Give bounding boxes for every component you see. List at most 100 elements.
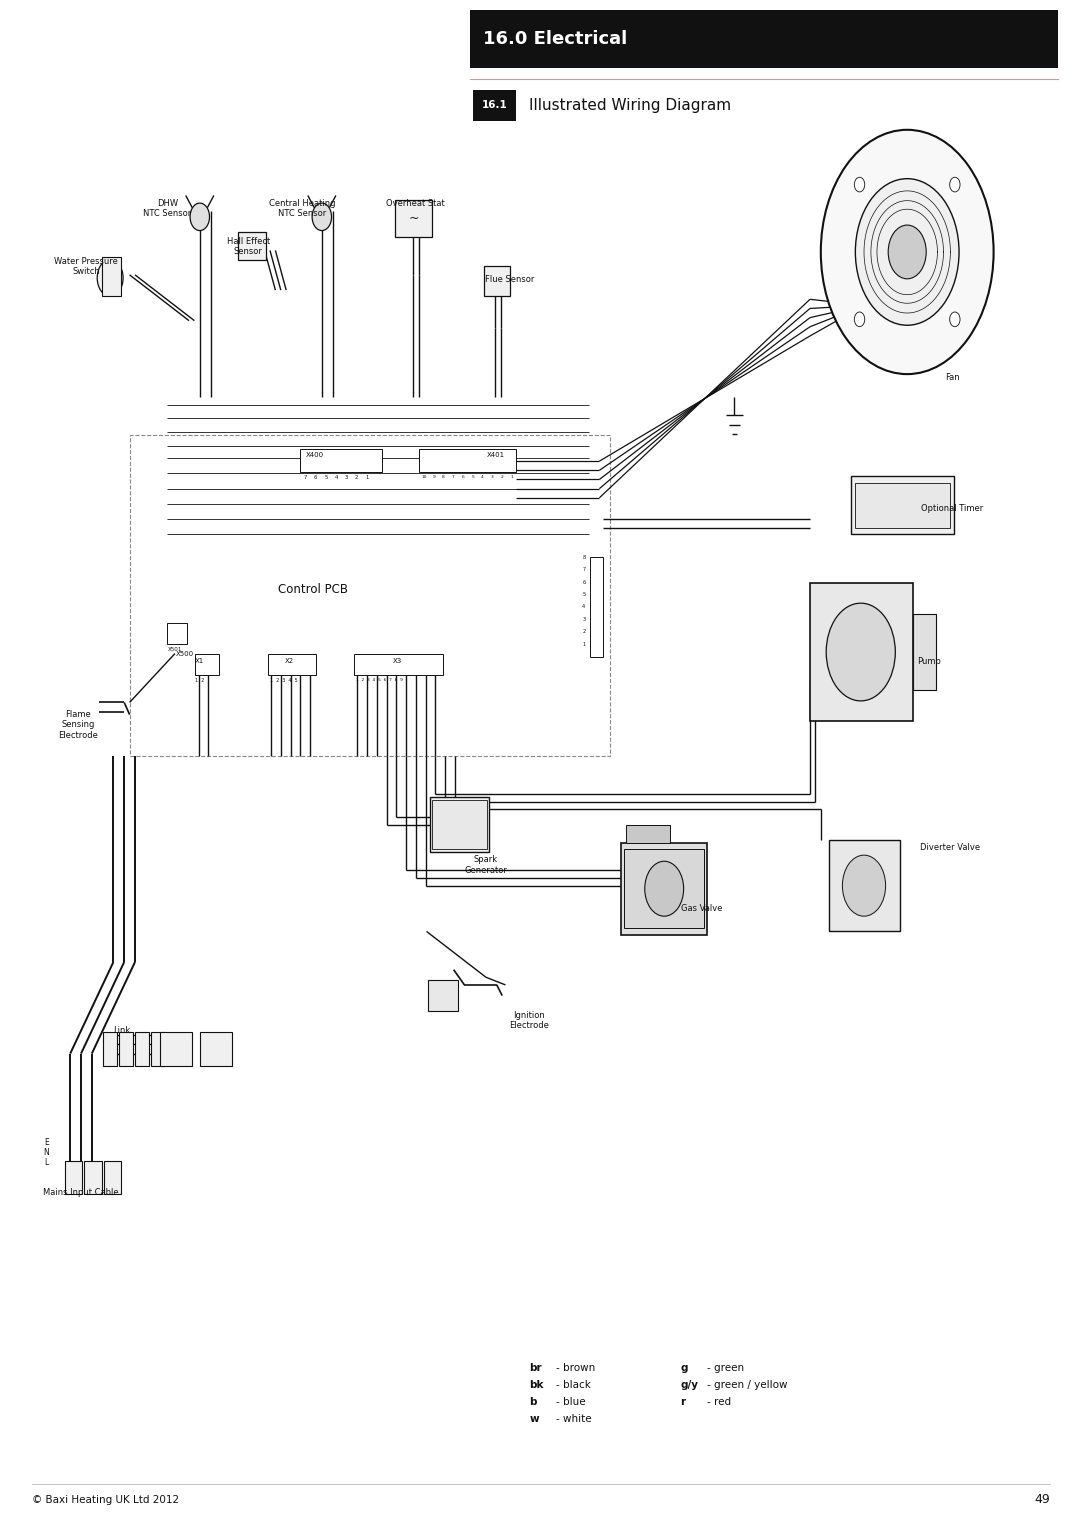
Text: DHW
NTC Sensor: DHW NTC Sensor [144,199,191,218]
Text: 4: 4 [582,605,585,609]
Text: Gas Valve: Gas Valve [681,904,723,913]
Text: E
N
L: E N L [43,1138,50,1168]
Bar [470,9,1058,67]
Bar [354,654,443,675]
Text: - blue: - blue [556,1397,585,1406]
Text: 1: 1 [365,475,368,479]
Bar [419,449,516,472]
Text: 5: 5 [324,475,327,479]
Text: ~: ~ [408,212,419,224]
Bar [913,614,936,690]
Text: 6: 6 [314,475,318,479]
Text: 4: 4 [335,475,338,479]
Circle shape [855,179,959,325]
Bar [300,449,382,472]
Text: 5: 5 [471,475,474,479]
Text: X2: X2 [285,658,294,664]
Bar [829,840,900,931]
Bar [102,257,121,296]
Circle shape [842,855,886,916]
Text: Central Heating
NTC Sensor: Central Heating NTC Sensor [269,199,336,218]
Circle shape [97,260,123,296]
Bar [624,849,704,928]
Bar [104,1161,121,1194]
Circle shape [854,312,865,327]
Text: 7: 7 [451,475,455,479]
Text: Optional Timer: Optional Timer [921,504,984,513]
Bar [484,266,510,296]
Bar [195,654,219,675]
Text: - brown: - brown [556,1364,595,1373]
Text: 7: 7 [303,475,307,479]
Bar [268,654,316,675]
Bar [851,476,954,534]
Text: 1: 1 [582,641,585,647]
Circle shape [190,203,210,231]
Text: X401: X401 [487,452,505,458]
Text: 5: 5 [582,592,585,597]
Bar [200,1032,232,1066]
Text: - green: - green [707,1364,744,1373]
Bar [167,623,187,644]
Text: 2: 2 [355,475,359,479]
Text: X1: X1 [195,658,204,664]
Text: bk: bk [529,1380,543,1390]
Text: 7: 7 [582,567,585,573]
Text: 49: 49 [1034,1493,1050,1506]
Bar [855,483,950,528]
Bar [626,825,670,843]
Text: 8: 8 [442,475,445,479]
Bar [432,800,487,849]
Text: 1: 1 [510,475,513,479]
Bar [151,1032,165,1066]
Text: 1  2: 1 2 [195,678,204,683]
Circle shape [854,177,865,192]
Text: X501: X501 [167,647,181,652]
Text: - white: - white [556,1414,592,1423]
Text: Flue Sensor: Flue Sensor [485,275,535,284]
Text: 10: 10 [421,475,427,479]
Bar [810,583,913,721]
Text: - red: - red [707,1397,731,1406]
Text: Overheat Stat: Overheat Stat [387,199,445,208]
Text: 6: 6 [461,475,464,479]
Text: © Baxi Heating UK Ltd 2012: © Baxi Heating UK Ltd 2012 [32,1495,179,1504]
Text: g: g [680,1364,688,1373]
Circle shape [645,861,684,916]
Bar [590,557,603,657]
Bar [103,1032,117,1066]
Text: 3: 3 [345,475,348,479]
Text: 1  2  3  4  5: 1 2 3 4 5 [270,678,298,683]
Text: 6: 6 [582,580,585,585]
Text: g/y: g/y [680,1380,699,1390]
Bar [130,435,610,756]
Text: 16.0 Electrical: 16.0 Electrical [483,31,627,47]
Text: br: br [529,1364,542,1373]
Circle shape [949,177,960,192]
Text: Diverter Valve: Diverter Valve [920,843,981,852]
Bar [430,797,489,852]
Text: Fan: Fan [945,373,960,382]
Circle shape [821,130,994,374]
Bar [428,980,458,1011]
Text: b: b [529,1397,537,1406]
Text: - black: - black [556,1380,591,1390]
Text: Mains Input Cable: Mains Input Cable [43,1188,119,1197]
Bar [65,1161,82,1194]
Bar [119,1032,133,1066]
Text: X500: X500 [176,651,194,657]
Bar [135,1032,149,1066]
Text: Spark
Generator: Spark Generator [464,855,508,875]
Bar [621,843,707,935]
Text: Illustrated Wiring Diagram: Illustrated Wiring Diagram [529,98,731,113]
Text: 9: 9 [432,475,435,479]
Text: 2: 2 [500,475,503,479]
Text: Hall Effect
Sensor: Hall Effect Sensor [227,237,270,257]
Circle shape [826,603,895,701]
Circle shape [888,224,927,279]
Bar [473,90,516,121]
Text: Pump: Pump [917,657,941,666]
Circle shape [949,312,960,327]
Text: X400: X400 [306,452,324,458]
Bar [160,1032,192,1066]
